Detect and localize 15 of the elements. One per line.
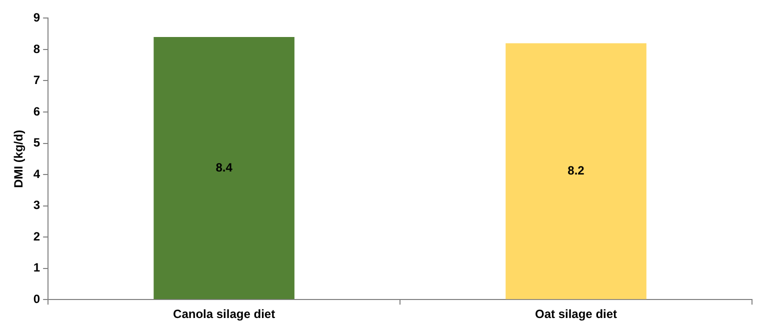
data-label: 8.4 — [216, 160, 233, 174]
y-tick-label: 0 — [33, 292, 40, 306]
y-tick-label: 9 — [33, 10, 40, 25]
y-tick-label: 8 — [33, 42, 40, 56]
y-tick-label: 3 — [33, 198, 40, 212]
y-axis-title: DMI (kg/d) — [12, 130, 26, 188]
y-tick-label: 2 — [33, 229, 40, 244]
y-tick-label: 5 — [33, 136, 40, 150]
y-tick-label: 4 — [33, 166, 40, 181]
y-tick-label: 6 — [33, 104, 40, 118]
y-tick-label: 1 — [33, 260, 40, 275]
data-label: 8.2 — [568, 163, 585, 178]
y-tick-label: 7 — [33, 73, 40, 88]
x-tick-label: Canola silage diet — [173, 307, 276, 322]
x-tick-label: Oat silage diet — [535, 307, 618, 322]
